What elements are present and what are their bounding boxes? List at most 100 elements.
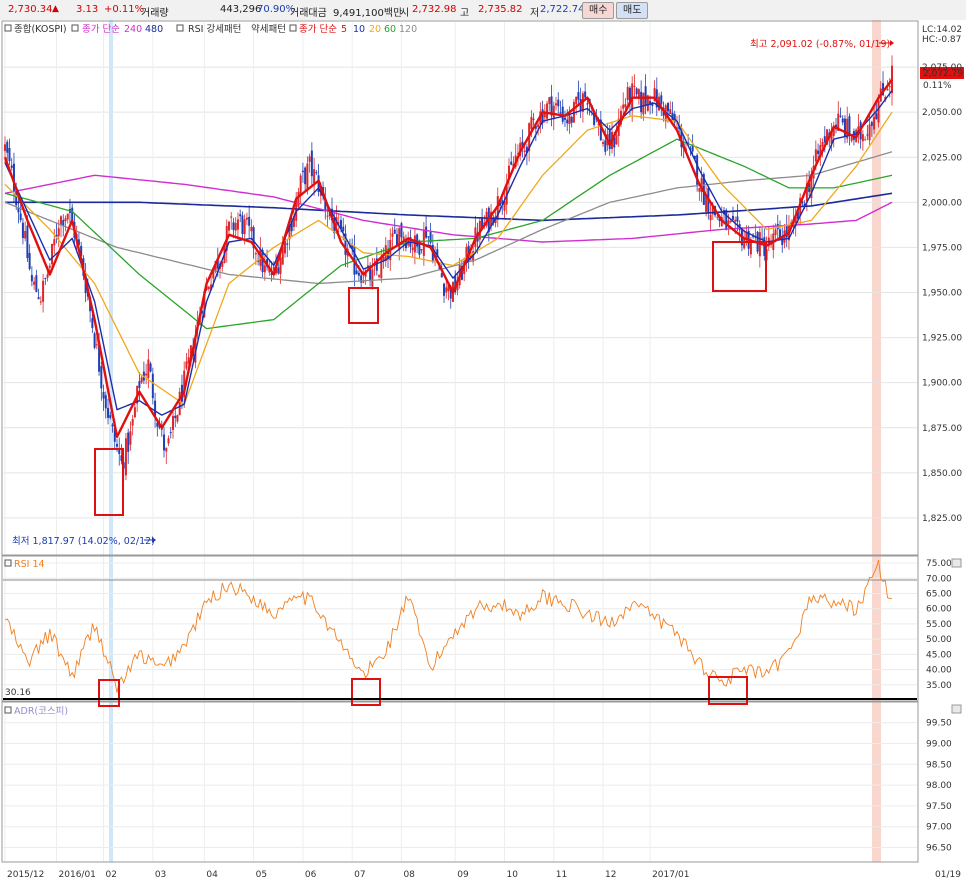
candle-body [427,236,430,238]
candle-body [6,141,9,153]
y-tick-label: 1,900.00 [922,379,962,389]
candle-body [640,91,643,113]
sell-button[interactable]: 매도 [616,2,649,19]
buy-button[interactable]: 매수 [582,2,615,19]
candle-body [519,142,522,156]
x-axis-labels: 2015/12 2016/01 02 03 04 05 06 07 08 09 10 11 12 2017… [7,870,689,880]
candle-body [781,236,784,245]
candle-body [577,92,580,100]
rsi-box-2 [351,678,381,706]
adr-legend[interactable]: ADR(코스피) [14,706,68,717]
candle-body [53,239,56,246]
candle-body [492,217,495,224]
open-label: 시 [400,8,410,19]
x-tick-label: 03 [155,870,166,880]
candle-body [532,118,535,120]
candle-body [42,280,45,302]
legend-symbol[interactable]: 종합(KOSPI) [14,24,67,35]
candle-body [380,258,383,279]
candle-body [850,136,853,141]
rsi-tick-label: 45.00 [926,650,952,660]
volume-value: 443,296 [220,4,262,15]
current-price-tag-pct: 0.11% [923,81,952,91]
candle-body [667,103,670,112]
candle-body [826,129,829,145]
rsi-tick-label: 40.00 [926,666,952,676]
y-tick-label: 2,075.00 [922,63,962,73]
candle-body [445,287,448,293]
legend-ma-10: 10 [353,24,365,35]
candle-body [107,407,110,418]
candle-body [584,91,587,98]
rsi-legend[interactable]: RSI 14 [14,559,45,570]
adr-tick-label: 98.50 [926,760,952,770]
candle-body [499,202,502,206]
candle-body [570,116,573,123]
legend-ma-long-label[interactable]: 종가 단순 [82,24,120,35]
adr-panel-close-icon[interactable] [951,704,962,714]
candle-body [304,167,307,185]
candle-body [120,455,123,461]
candle-body [637,89,640,99]
y-tick-label: 1,950.00 [922,289,962,299]
candle-body [398,228,401,251]
y-tick-label: 1,975.00 [922,243,962,253]
legend-ma-short-label[interactable]: 종가 단순 [299,24,337,35]
low-value: 2,722.74 [540,4,585,15]
candle-body [169,432,172,434]
y-tick-label: 1,875.00 [922,424,962,434]
candle-body [221,261,224,267]
candle-body [35,275,38,292]
candle-body [534,125,537,129]
candle-body [104,395,107,409]
candle-body [301,170,304,173]
candle-body [62,219,65,227]
candle-body [622,104,625,109]
x-tick-label: 2017/01 [652,870,689,880]
highlight-band-current [872,20,881,862]
legend-rsi-pattern[interactable]: RSI 강세패턴 [188,24,241,35]
candle-body [124,438,127,476]
candle-body [841,118,844,123]
chart-area[interactable]: 30.16 종합(KOSPI) 종가 단순 240 480 RSI 강세패턴 약… [0,20,966,883]
candle-body [127,432,130,452]
candle-body [115,443,118,447]
rsi-panel-frame [1,555,919,702]
candle-body [521,141,524,148]
price-change: 3.13 [76,4,99,15]
x-tick-label: 05 [256,870,267,880]
ma-60-line [4,138,893,330]
candle-body [660,95,663,105]
x-tick-label: 10 [506,870,518,880]
candle-body [171,415,174,430]
pattern-boxes [94,241,767,707]
candle-body [628,87,631,105]
x-tick-label: 06 [305,870,317,880]
lc-value: LC:14.02 [922,25,962,35]
candle-body [80,245,83,257]
candle-body [373,265,376,267]
candle-body [626,87,629,100]
adr-tick-label: 99.00 [926,739,952,749]
candle-body [729,220,732,222]
candle-body [183,370,186,398]
candle-body [176,415,179,422]
rsi-box-3 [708,676,748,705]
x-tick-label: 07 [354,870,365,880]
rsi-panel-close-icon[interactable] [951,558,962,568]
candle-body [131,418,134,426]
candle-body [440,273,443,278]
candle-body [875,113,878,120]
price-panel-frame [1,20,919,556]
candle-body [292,216,295,227]
candle-body [604,140,607,152]
ma-20-line [4,111,893,405]
candle-body [315,172,318,174]
candle-body [387,252,390,259]
candle-body [644,86,647,105]
candle-body [98,344,101,372]
candle-body [201,310,204,314]
candle-body [15,192,18,206]
candle-body [586,103,589,105]
candle-body [566,119,569,124]
